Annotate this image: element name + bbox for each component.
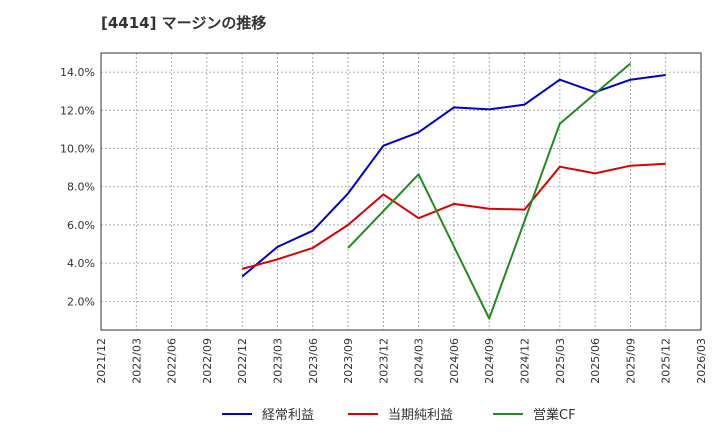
x-tick-label: 2022/06	[166, 338, 179, 384]
x-tick-label: 2023/03	[271, 338, 284, 384]
legend-label-3: 営業CF	[533, 407, 576, 423]
y-tick-label: 2.0%	[67, 295, 95, 308]
chart-title: [4414] マージンの推移	[101, 14, 267, 32]
x-tick-label: 2025/03	[554, 338, 567, 384]
series-layer	[241, 62, 666, 320]
y-tick-label: 4.0%	[67, 257, 95, 270]
y-tick-label: 14.0%	[60, 66, 95, 79]
x-tick-label: 2022/12	[236, 338, 249, 384]
x-tick-label: 2022/03	[130, 338, 143, 384]
x-tick-label: 2025/06	[589, 338, 602, 384]
plot-frame	[100, 52, 702, 331]
x-tick-label: 2024/12	[519, 338, 532, 384]
grid-layer	[101, 53, 701, 330]
x-tick-label: 2023/12	[377, 338, 390, 384]
x-tick-label: 2021/12	[95, 338, 108, 384]
legend-layer: 経常利益 当期純利益 営業CF	[222, 407, 576, 423]
series-line-3	[347, 62, 632, 320]
x-tick-label: 2024/09	[483, 338, 496, 384]
x-tick-label: 2023/09	[342, 338, 355, 384]
x-tick-label: 2024/03	[413, 338, 426, 384]
x-tick-label: 2022/09	[201, 338, 214, 384]
series-line-2	[241, 162, 666, 270]
x-tick-label: 2025/12	[660, 338, 673, 384]
y-tick-label: 10.0%	[60, 143, 95, 156]
x-tick-label: 2026/03	[695, 338, 708, 384]
x-tick-label: 2025/09	[624, 338, 637, 384]
x-tick-label: 2024/06	[448, 338, 461, 384]
legend-label-2: 当期純利益	[388, 408, 453, 423]
y-tick-label: 12.0%	[60, 104, 95, 117]
axis-layer: 2.0% 4.0% 6.0% 8.0% 10.0% 12.0% 14.0% 2021/12 20…	[60, 52, 708, 384]
legend-label-1: 経常利益	[262, 408, 314, 423]
series-line-1	[241, 74, 666, 278]
x-tick-label: 2023/06	[307, 338, 320, 384]
y-tick-label: 8.0%	[67, 181, 95, 194]
y-tick-label: 6.0%	[67, 219, 95, 232]
